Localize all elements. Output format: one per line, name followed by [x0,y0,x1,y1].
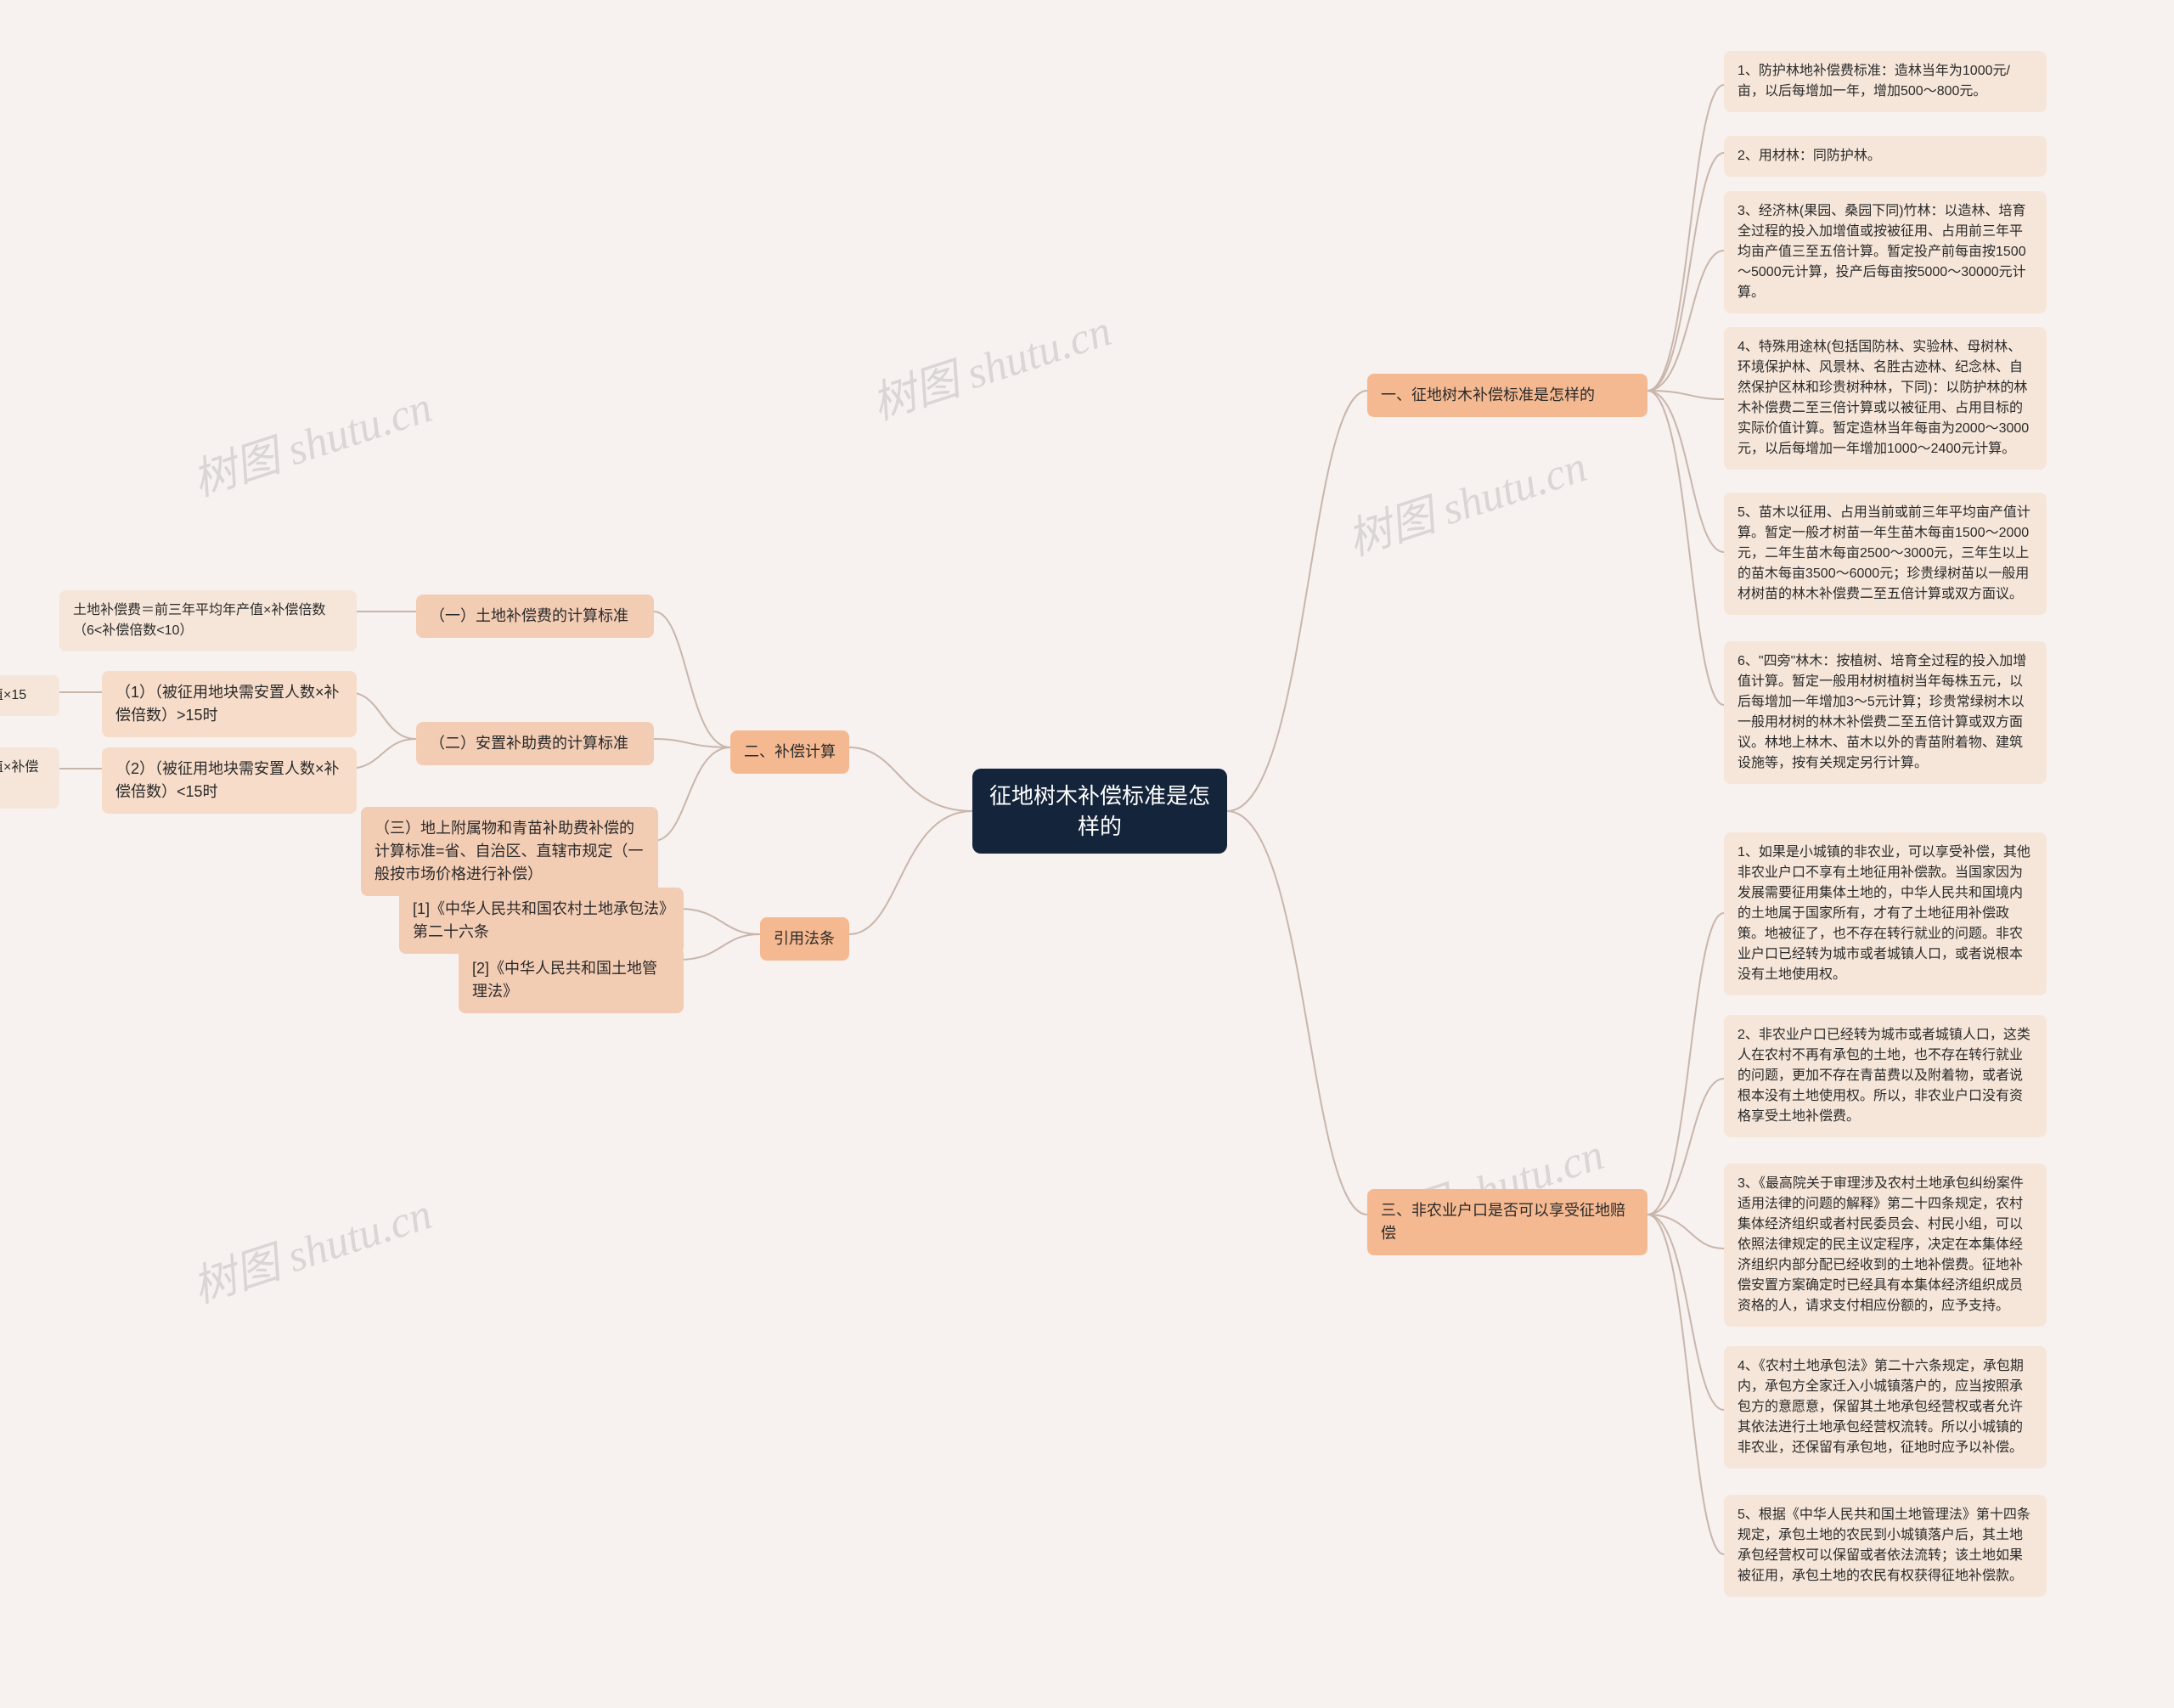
leaf-2-2-1-1[interactable]: 总安置费＝该被征地块前三年平均年产值×15 [0,675,59,716]
sub-2-2[interactable]: （二）安置补助费的计算标准 [416,722,654,765]
branch-right-1[interactable]: 一、征地树木补偿标准是怎样的 [1367,374,1647,417]
leaf-r1-4[interactable]: 4、特殊用途林(包括国防林、实验林、母树林、环境保护林、风景林、名胜古迹林、纪念… [1724,327,2047,470]
sub-label: （2）（被征用地块需安置人数×补偿倍数）<15时 [115,760,340,800]
leaf-r3-2[interactable]: 2、非农业户口已经转为城市或者城镇人口，这类人在农村不再有承包的土地，也不存在转… [1724,1015,2047,1137]
leaf-r3-1[interactable]: 1、如果是小城镇的非农业，可以享受补偿，其他非农业户口不享有土地征用补偿款。当国… [1724,832,2047,995]
watermark: 树图 shutu.cn [183,371,439,508]
leaf-r1-1[interactable]: 1、防护林地补偿费标准：造林当年为1000元/亩，以后每增加一年，增加500～8… [1724,51,2047,112]
branch-label: 三、非农业户口是否可以享受征地赔偿 [1381,1202,1625,1242]
leaf-text: 总安置费＝该被征地块前三年平均年产值×补偿倍数×被征地块需安置人数 [0,760,38,795]
leaf-text: [1]《中华人民共和国农村土地承包法》第二十六条 [413,900,667,940]
leaf-r1-3[interactable]: 3、经济林(果园、桑园下同)竹林：以造林、培育全过程的投入加增值或按被征用、占用… [1724,191,2047,313]
watermark: 树图 shutu.cn [863,295,1118,431]
leaf-text: 4、特殊用途林(包括国防林、实验林、母树林、环境保护林、风景林、名胜古迹林、纪念… [1738,340,2029,456]
branch-left-ref[interactable]: 引用法条 [760,917,849,961]
leaf-r3-4[interactable]: 4、《农村土地承包法》第二十六条规定，承包期内，承包方全家迁入小城镇落户的，应当… [1724,1346,2047,1468]
sub-label: （二）安置补助费的计算标准 [430,735,628,752]
sub-label: （三）地上附属物和青苗补助费补偿的计算标准=省、自治区、直辖市规定（一般按市场价… [375,820,644,882]
leaf-text: 6、"四旁"林木：按植树、培育全过程的投入加增值计算。暂定一般用材树植树当年每株… [1738,654,2026,770]
branch-label: 引用法条 [774,930,835,947]
sub-label: （一）土地补偿费的计算标准 [430,607,628,624]
leaf-r1-2[interactable]: 2、用材林：同防护林。 [1724,136,2047,177]
branch-label: 一、征地树木补偿标准是怎样的 [1381,386,1595,403]
sub-2-2-1[interactable]: （1）（被征用地块需安置人数×补偿倍数）>15时 [102,671,357,737]
branch-right-3[interactable]: 三、非农业户口是否可以享受征地赔偿 [1367,1189,1647,1255]
root-node[interactable]: 征地树木补偿标准是怎样的 [972,769,1227,854]
leaf-text: 5、苗木以征用、占用当前或前三年平均亩产值计算。暂定一般才树苗一年生苗木每亩15… [1738,505,2030,601]
branch-label: 二、补偿计算 [744,743,836,760]
leaf-2-1-1[interactable]: 土地补偿费＝前三年平均年产值×补偿倍数（6<补偿倍数<10） [59,590,357,651]
leaf-r1-5[interactable]: 5、苗木以征用、占用当前或前三年平均亩产值计算。暂定一般才树苗一年生苗木每亩15… [1724,493,2047,615]
sub-label: （1）（被征用地块需安置人数×补偿倍数）>15时 [115,684,340,724]
leaf-text: 2、非农业户口已经转为城市或者城镇人口，这类人在农村不再有承包的土地，也不存在转… [1738,1028,2030,1124]
ref-1[interactable]: [1]《中华人民共和国农村土地承包法》第二十六条 [399,888,684,954]
leaf-text: [2]《中华人民共和国土地管理法》 [472,960,657,1000]
branch-left-2[interactable]: 二、补偿计算 [730,730,849,774]
leaf-2-2-2-1[interactable]: 总安置费＝该被征地块前三年平均年产值×补偿倍数×被征地块需安置人数 [0,747,59,809]
leaf-r1-6[interactable]: 6、"四旁"林木：按植树、培育全过程的投入加增值计算。暂定一般用材树植树当年每株… [1724,641,2047,784]
watermark: 树图 shutu.cn [183,1178,439,1315]
leaf-text: 2、用材林：同防护林。 [1738,149,1881,163]
leaf-text: 5、根据《中华人民共和国土地管理法》第十四条规定，承包土地的农民到小城镇落户后，… [1738,1508,2030,1583]
sub-2-3[interactable]: （三）地上附属物和青苗补助费补偿的计算标准=省、自治区、直辖市规定（一般按市场价… [361,807,658,896]
leaf-r3-3[interactable]: 3、《最高院关于审理涉及农村土地承包纠纷案件适用法律的问题的解释》第二十四条规定… [1724,1164,2047,1327]
leaf-text: 总安置费＝该被征地块前三年平均年产值×15 [0,688,26,702]
leaf-r3-5[interactable]: 5、根据《中华人民共和国土地管理法》第十四条规定，承包土地的农民到小城镇落户后，… [1724,1495,2047,1597]
root-label: 征地树木补偿标准是怎样的 [986,781,1214,843]
sub-2-2-2[interactable]: （2）（被征用地块需安置人数×补偿倍数）<15时 [102,747,357,814]
leaf-text: 3、《最高院关于审理涉及农村土地承包纠纷案件适用法律的问题的解释》第二十四条规定… [1738,1176,2024,1313]
watermark: 树图 shutu.cn [1338,431,1594,567]
leaf-text: 土地补偿费＝前三年平均年产值×补偿倍数（6<补偿倍数<10） [73,603,325,638]
leaf-text: 3、经济林(果园、桑园下同)竹林：以造林、培育全过程的投入加增值或按被征用、占用… [1738,204,2026,300]
ref-2[interactable]: [2]《中华人民共和国土地管理法》 [459,947,684,1013]
mindmap-canvas: 树图 shutu.cn 树图 shutu.cn 树图 shutu.cn 树图 s… [0,0,2174,1708]
sub-2-1[interactable]: （一）土地补偿费的计算标准 [416,595,654,638]
leaf-text: 1、防护林地补偿费标准：造林当年为1000元/亩，以后每增加一年，增加500～8… [1738,64,2010,99]
leaf-text: 1、如果是小城镇的非农业，可以享受补偿，其他非农业户口不享有土地征用补偿款。当国… [1738,845,2030,982]
leaf-text: 4、《农村土地承包法》第二十六条规定，承包期内，承包方全家迁入小城镇落户的，应当… [1738,1359,2024,1455]
